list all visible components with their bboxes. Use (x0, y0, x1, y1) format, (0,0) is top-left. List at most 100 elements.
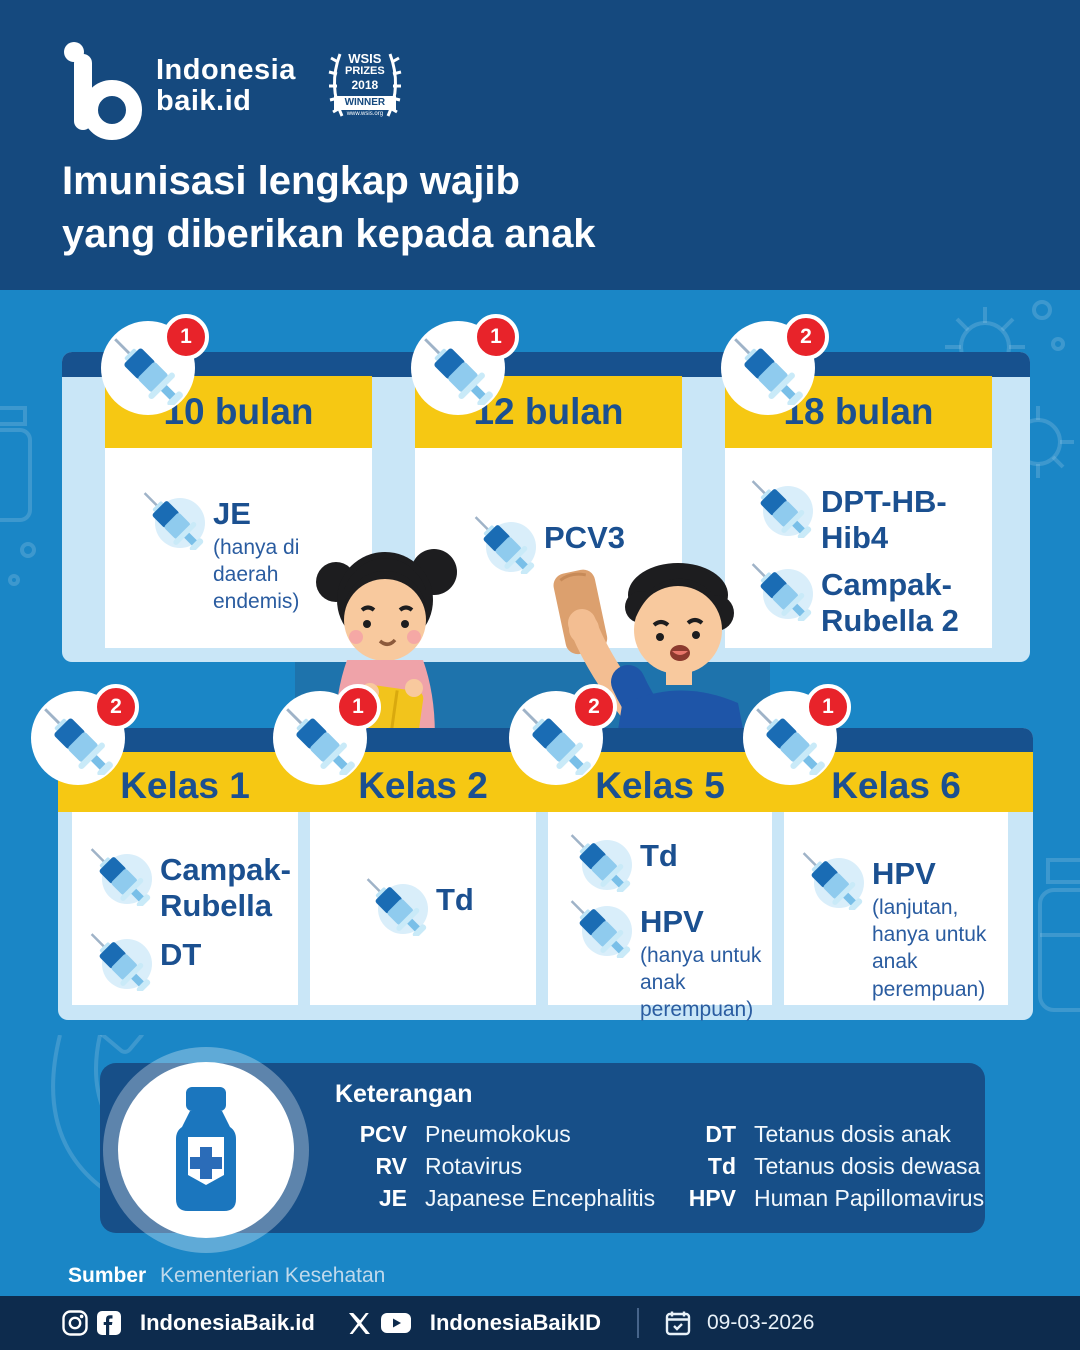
dose-circle: 1 (101, 314, 209, 415)
vaccine-bottle-icon (176, 1087, 236, 1211)
legend-desc: Tetanus dosis anak (754, 1120, 951, 1147)
x-icon (347, 1311, 372, 1336)
card-kelas6-body: HPV (lanjutan, hanya untuk anak perempua… (784, 812, 1008, 1005)
row1-top-bar (62, 352, 1030, 377)
dose-circle: 2 (721, 314, 829, 415)
syringe-icon (747, 474, 815, 538)
award-line3: 2018 (351, 78, 379, 93)
legend-abbr: Td (707, 1152, 736, 1179)
vaccine-name: Campak-Rubella (160, 852, 291, 923)
card-kelas2-body: Td (310, 812, 536, 1005)
brand-name-line1: Indonesia (156, 53, 296, 86)
legend-entry: Td Tetanus dosis dewasa (648, 1150, 984, 1182)
vaccine-name: HPV (872, 856, 936, 891)
vaccine-name: DT (160, 937, 202, 973)
legend-abbr: RV (375, 1152, 407, 1179)
card-10-bulan: 10 bulan JE (hanya di daerah endemis) (105, 376, 372, 648)
dose-circle: 2 (31, 684, 139, 785)
vaccine-name: DPT-HB-Hib4 (821, 484, 947, 555)
card-kelas5-title: Kelas 5 (595, 764, 725, 806)
vial-doodle-right (1038, 858, 1080, 1012)
laurel-wreath-icon (328, 53, 402, 117)
source-value: Kementerian Kesehatan (160, 1264, 386, 1287)
legend-entry: RV Rotavirus (335, 1150, 655, 1182)
legend-desc: Japanese Encephalitis (425, 1184, 656, 1211)
legend-abbr: DT (705, 1120, 736, 1147)
syringe-icon (798, 846, 866, 910)
syringe-icon (470, 510, 538, 574)
social-handle-1: IndonesiaBaik.id (140, 1310, 315, 1335)
vaccine-name: JE (213, 496, 251, 531)
legend-abbr: PCV (359, 1120, 407, 1147)
page-title-line1: Imunisasi lengkap wajib (62, 159, 520, 203)
dose-count-badge: 2 (93, 684, 139, 730)
legend-desc: Rotavirus (425, 1152, 523, 1179)
dose-count-badge: 2 (571, 684, 617, 730)
syringe-icon (139, 486, 207, 550)
brand-name-line2: baik.id (156, 85, 252, 117)
vaccine-name: Campak-Rubella 2 (821, 567, 959, 638)
syringe-icon (566, 894, 634, 958)
syringe-icon (566, 828, 634, 892)
schedule-row-months: 10 bulan JE (hanya di daerah endemis) 12… (62, 352, 1030, 662)
vaccine-bottle-circle (118, 1062, 294, 1238)
instagram-icon (62, 1310, 88, 1336)
award-winner-ribbon: WINNER (333, 95, 396, 110)
vaccine-name: Td (640, 838, 678, 873)
legend-abbr: HPV (688, 1184, 736, 1211)
legend-entry: PCV Pneumokokus (335, 1118, 655, 1150)
legend-entry: DT Tetanus dosis anak (648, 1118, 984, 1150)
card-kelas5-body: Td HPV (hanya untuk anak perempuan) (548, 812, 772, 1021)
source-line: Sumber Kementerian Kesehatan (68, 1264, 385, 1288)
card-title: 18 bulan (783, 391, 934, 432)
dose-circle: 2 (509, 684, 617, 785)
legend-entry: JE Japanese Encephalitis (335, 1182, 655, 1214)
legend-heading: Keterangan (335, 1080, 473, 1108)
dose-circle: 1 (273, 684, 381, 785)
card-18-bulan-body: DPT-HB-Hib4 Campak-Rubella 2 (725, 448, 992, 648)
legend-abbr: JE (378, 1184, 407, 1211)
vaccine-note: (hanya untuk anak perempuan) (640, 943, 762, 1022)
dose-count-badge: 1 (805, 684, 851, 730)
legend-entry: HPV Human Papillomavirus (648, 1182, 984, 1214)
vaccine-name: PCV3 (544, 520, 625, 555)
publish-date: 09-03-2026 (706, 1311, 815, 1334)
indonesiabaik-logo-icon (62, 40, 142, 140)
award-line1: WSIS (348, 51, 382, 66)
dose-count-badge: 1 (473, 314, 519, 360)
page-title-line2: yang diberikan kepada anak (62, 211, 596, 256)
facebook-icon (96, 1310, 122, 1336)
legend-column-1: PCV Pneumokokus RV Rotavirus JE Japanese… (335, 1118, 655, 1214)
syringe-icon (86, 842, 154, 906)
brand-name: Indonesia baik.id (156, 53, 296, 118)
vaccine-name: Td (436, 882, 474, 917)
vaccine-name: HPV (640, 904, 704, 939)
dose-count-badge: 2 (783, 314, 829, 360)
award-url: www.wsis.org (346, 110, 384, 117)
card-title: 10 bulan (163, 391, 314, 432)
card-kelas1-title: Kelas 1 (120, 764, 250, 806)
legend-column-2: DT Tetanus dosis anak Td Tetanus dosis d… (648, 1118, 984, 1214)
calendar-icon (665, 1310, 691, 1336)
vaccine-note: (lanjutan, hanya untuk anak perempuan) (872, 895, 987, 1001)
social-handle-2: IndonesiaBaikID (429, 1310, 601, 1335)
wsis-award-badge: WSIS PRIZES 2018 WINNER www.wsis.org (326, 40, 404, 132)
legend-desc: Human Papillomavirus (754, 1184, 985, 1211)
card-10-bulan-body: JE (hanya di daerah endemis) (105, 448, 372, 648)
card-18-bulan: 18 bulan DPT-HB-Hib4 Campak-Rube (725, 376, 992, 648)
card-kelas2-title: Kelas 2 (358, 764, 488, 806)
footer-divider (636, 1308, 639, 1338)
legend-desc: Pneumokokus (425, 1120, 571, 1147)
syringe-icon (362, 872, 430, 936)
footer-bar: IndonesiaBaik.id IndonesiaBaikID 09-03-2… (0, 1296, 1080, 1350)
page-title: Imunisasi lengkap wajib yang diberikan k… (62, 155, 596, 261)
header: Indonesia baik.id WSIS PRIZES 2018 WINNE… (0, 0, 1080, 290)
source-label: Sumber (68, 1264, 147, 1287)
legend-desc: Tetanus dosis dewasa (754, 1152, 981, 1179)
dose-count-badge: 1 (163, 314, 209, 360)
card-kelas1-body: Campak-Rubella DT (72, 812, 298, 1005)
dose-count-badge: 1 (335, 684, 381, 730)
brand-logo: Indonesia baik.id WSIS PRIZES 2018 WINNE… (62, 40, 404, 140)
vaccine-note: (hanya di daerah endemis) (213, 535, 300, 614)
